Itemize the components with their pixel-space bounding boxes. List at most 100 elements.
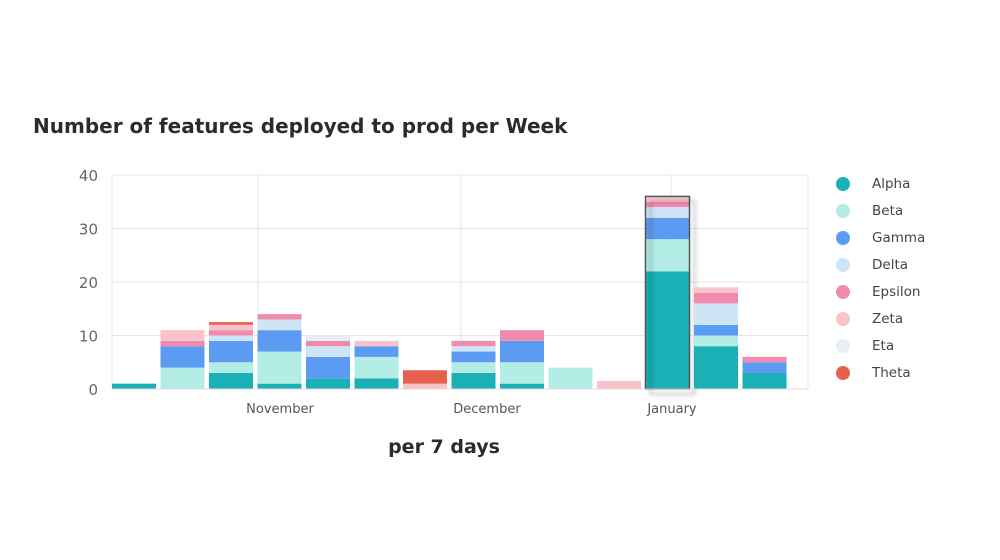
bar-stack[interactable] [500,330,544,389]
bar-segment-delta[interactable] [257,319,302,331]
bar-segment-gamma[interactable] [160,346,205,368]
bar-segment-beta[interactable] [209,362,253,373]
bar-segment-epsilon[interactable] [209,330,253,336]
bar-stack[interactable] [257,314,302,389]
bar-segment-beta[interactable] [694,335,738,347]
bar-segment-beta[interactable] [257,351,302,384]
x-axis-label: per 7 days [388,436,500,458]
legend-item-delta[interactable]: Delta [836,251,925,278]
legend-label: Eta [872,337,895,354]
legend-swatch [836,203,850,218]
legend-label: Gamma [872,229,926,246]
bar-segment-epsilon[interactable] [257,314,302,320]
bar-stack[interactable] [112,383,156,389]
y-tick-label: 30 [79,221,98,239]
bar-segment-beta[interactable] [645,239,690,272]
bar-stack[interactable] [742,356,787,389]
bar-segment-delta[interactable] [645,207,690,218]
bar-segment-gamma[interactable] [694,324,738,336]
y-tick-label: 0 [88,381,98,399]
bar-segment-alpha[interactable] [451,372,496,389]
bar-stack[interactable] [548,367,593,389]
bar-segment-epsilon[interactable] [160,340,205,347]
legend-label: Epsilon [872,283,921,300]
legend-swatch [836,284,850,299]
legend-item-epsilon[interactable]: Epsilon [836,278,925,305]
bar-segment-beta[interactable] [500,362,544,384]
bar-segment-alpha[interactable] [257,383,302,389]
legend: Alpha Beta Gamma Delta Epsilon Zeta Eta Theta [836,170,925,386]
bar-segment-epsilon[interactable] [306,340,350,347]
x-tick-label: December [453,402,521,417]
bar-segment-beta[interactable] [160,367,205,389]
y-tick-label: 10 [79,328,98,346]
bar-segment-alpha[interactable] [742,372,787,389]
bar-segment-gamma[interactable] [645,217,690,240]
legend-item-alpha[interactable]: Alpha [836,170,925,197]
bar-segment-beta[interactable] [548,367,593,389]
bar-segment-alpha[interactable] [209,372,253,389]
bar-stack[interactable] [403,370,447,389]
bar-segment-zeta[interactable] [645,196,690,202]
legend-item-gamma[interactable]: Gamma [836,224,925,251]
bar-segment-gamma[interactable] [257,330,302,352]
legend-item-zeta[interactable]: Zeta [836,305,925,332]
bar-segment-epsilon[interactable] [694,292,738,304]
bar-segment-alpha[interactable] [645,271,690,389]
bar-segment-alpha[interactable] [694,346,738,389]
bar-segment-epsilon[interactable] [742,356,787,363]
legend-label: Alpha [872,175,911,192]
bar-segment-zeta[interactable] [403,383,447,389]
bar-stack[interactable] [644,195,691,390]
bar-stack[interactable] [694,287,738,389]
bar-stack[interactable] [209,322,253,389]
y-axis: 0 10 20 30 40 [79,167,98,399]
legend-swatch [836,365,850,380]
bar-segment-alpha[interactable] [354,378,399,389]
legend-item-theta[interactable]: Theta [836,359,925,386]
bar-segment-zeta[interactable] [209,324,253,331]
bar-stack[interactable] [160,330,205,389]
bar-segment-gamma[interactable] [500,340,544,363]
bar-segment-gamma[interactable] [209,340,253,363]
bar-segment-zeta[interactable] [160,330,205,341]
bar-segment-gamma[interactable] [354,346,399,357]
bar-stack[interactable] [597,380,641,389]
bar-segment-gamma[interactable] [451,351,496,363]
legend-swatch [836,338,850,353]
x-tick-label: November [246,402,314,417]
bar-segment-alpha[interactable] [306,378,350,389]
bar-segment-eta[interactable] [306,335,350,341]
bar-segment-zeta[interactable] [597,380,641,389]
bar-segment-epsilon[interactable] [645,201,690,208]
bar-segment-alpha[interactable] [500,383,544,389]
bar-segment-theta[interactable] [209,322,253,325]
bar-segment-zeta[interactable] [354,340,399,347]
bar-segment-epsilon[interactable] [500,330,544,341]
bar-stack[interactable] [306,335,350,390]
bar-segment-theta[interactable] [403,370,447,384]
bar-segment-gamma[interactable] [306,356,350,379]
bars [112,195,787,390]
bar-segment-beta[interactable] [354,356,399,379]
legend-item-eta[interactable]: Eta [836,332,925,359]
legend-label: Beta [872,202,904,219]
bar-stack[interactable] [451,340,496,389]
bar-stack[interactable] [354,340,399,389]
bar-segment-zeta[interactable] [694,287,738,293]
legend-swatch [836,230,850,245]
bar-segment-delta[interactable] [451,346,496,352]
bar-segment-delta[interactable] [209,335,253,341]
legend-item-beta[interactable]: Beta [836,197,925,224]
bar-segment-beta[interactable] [451,362,496,373]
bar-segment-alpha[interactable] [112,383,156,389]
chart-title: Number of features deployed to prod per … [33,114,568,138]
bar-segment-epsilon[interactable] [451,340,496,347]
bar-segment-delta[interactable] [694,303,738,325]
x-tick-label: January [646,402,697,417]
bar-segment-delta[interactable] [306,346,350,357]
legend-label: Zeta [872,310,904,327]
bar-segment-gamma[interactable] [742,362,787,373]
legend-label: Theta [872,364,911,381]
